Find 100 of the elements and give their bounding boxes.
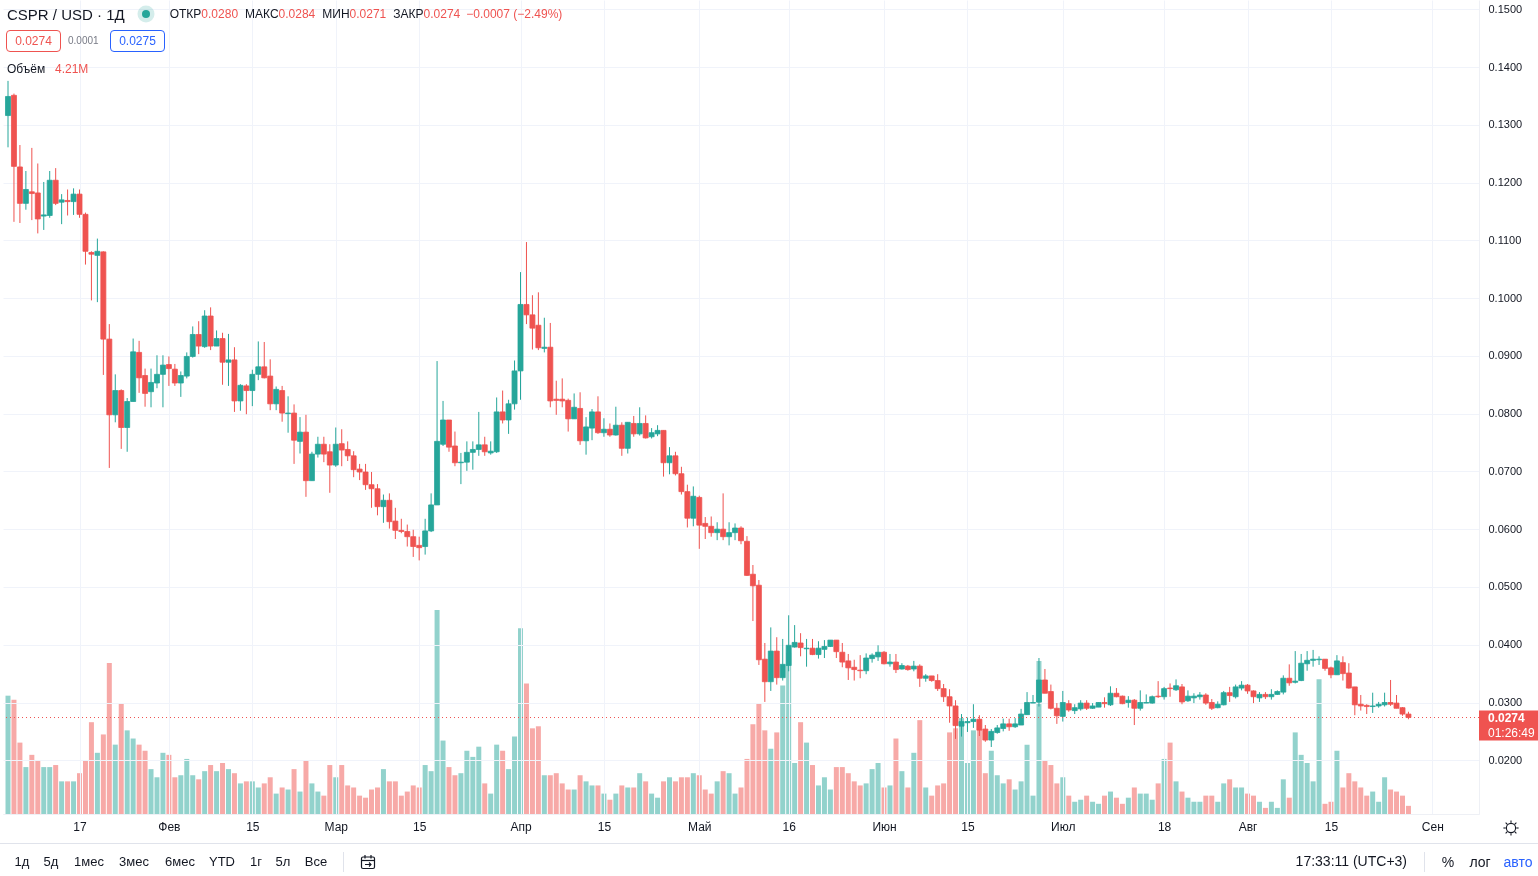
- bar: [1167, 742, 1173, 814]
- bar: [1262, 807, 1268, 814]
- candlestick: [285, 395, 291, 434]
- annotation: 0.0284: [278, 7, 316, 21]
- candlestick: [5, 80, 11, 148]
- bar: [887, 785, 893, 814]
- candlestick: [1059, 690, 1066, 723]
- annotation: −0.0007 (−2.49%): [466, 7, 563, 21]
- text: YTD: [207, 852, 237, 872]
- y-tick-label: 0.0600: [1488, 522, 1523, 535]
- candlestick: [332, 427, 339, 468]
- bar: [607, 799, 613, 814]
- bar: [1066, 795, 1072, 814]
- bar: [59, 781, 65, 814]
- y-tick-label: 0.0400: [1488, 638, 1523, 651]
- bar: [911, 752, 917, 814]
- candlestick: [70, 187, 77, 216]
- x-tick-label: 15: [413, 819, 427, 834]
- candlestick: [1167, 682, 1173, 698]
- bar: [1334, 750, 1340, 814]
- bar: [1256, 801, 1262, 814]
- bar: [631, 787, 637, 814]
- candlestick: [64, 188, 71, 216]
- candlestick: [797, 632, 804, 657]
- annotation: ЗАКР: [393, 7, 424, 21]
- text: 1мес: [72, 852, 106, 872]
- candlestick: [720, 492, 727, 541]
- bar: [1131, 787, 1137, 814]
- x-tick-label: Сен: [1421, 819, 1444, 834]
- bar: [810, 765, 816, 814]
- bar: [1227, 779, 1233, 814]
- candlestick: [273, 385, 280, 411]
- candlestick: [481, 436, 488, 457]
- annotation: 0.0280: [201, 7, 239, 21]
- bar: [1102, 795, 1108, 814]
- bar: [1107, 791, 1113, 814]
- text: лог: [1467, 852, 1493, 872]
- y-tick-label: 0.1300: [1488, 118, 1523, 131]
- bar: [768, 748, 774, 814]
- y-tick-label: 0.1100: [1488, 233, 1522, 246]
- bar: [226, 769, 231, 814]
- candlestick: [618, 421, 625, 457]
- text: 17:33:11 (UTC+3): [1295, 853, 1407, 869]
- y-tick-label: 0.0800: [1488, 407, 1523, 420]
- bar: [118, 703, 124, 814]
- bar: [220, 763, 226, 814]
- x-tick-label: 15: [1324, 819, 1339, 834]
- x-tick-label: Июн: [872, 819, 897, 834]
- candlestick: [1179, 683, 1185, 705]
- text: 1д: [12, 852, 32, 872]
- bar: [571, 789, 577, 814]
- bar: [208, 765, 214, 814]
- annotation: 0.0271: [349, 7, 387, 21]
- bar: [661, 781, 667, 814]
- bar: [619, 785, 625, 814]
- candlestick: [1286, 663, 1293, 687]
- bar: [1286, 797, 1292, 814]
- bar: [613, 793, 619, 814]
- bar: [1179, 791, 1185, 814]
- y-tick-label: 0.0200: [1488, 753, 1523, 766]
- x-tick-label: 18: [1157, 819, 1172, 834]
- bar: [666, 777, 672, 814]
- text: 5л: [273, 852, 293, 872]
- candlestick: [237, 383, 244, 412]
- bar: [500, 750, 506, 814]
- bar: [214, 771, 220, 814]
- candlestick: [171, 363, 178, 387]
- text: 3мес: [117, 852, 151, 872]
- candlestick: [58, 193, 65, 225]
- candlestick: [499, 390, 506, 424]
- bar: [899, 771, 905, 814]
- candlestick: [606, 422, 613, 438]
- text: Все: [302, 852, 330, 872]
- x-tick-label: Июл: [1051, 819, 1076, 834]
- ref-line-label: 0.0274: [1488, 710, 1526, 725]
- y-tick-label: 0.1500: [1488, 2, 1523, 15]
- bar: [917, 720, 923, 814]
- bar: [690, 773, 696, 814]
- x-tick-label: Май: [688, 819, 712, 834]
- x-tick-label: Апр: [510, 819, 532, 834]
- candlestick: [22, 170, 29, 211]
- text: 1г: [248, 852, 264, 872]
- bar: [285, 789, 291, 814]
- y-tick-label: 0.1400: [1488, 60, 1523, 73]
- bar: [94, 752, 100, 814]
- annotation: ОТКР: [169, 7, 202, 21]
- candlestick: [1173, 678, 1179, 692]
- bar: [1173, 781, 1179, 814]
- annotation: МАКС: [245, 7, 279, 21]
- x-tick-label: Мар: [324, 819, 349, 834]
- x-tick-label: 15: [961, 819, 975, 834]
- x-tick-label: 17: [73, 819, 88, 834]
- text: 5д: [41, 852, 61, 872]
- candlestick: [630, 415, 637, 438]
- candlestick: [243, 383, 250, 415]
- candlestick: [571, 392, 578, 420]
- candlestick: [1107, 685, 1114, 707]
- candlestick: [279, 385, 286, 423]
- candlestick: [690, 485, 697, 527]
- bar: [1084, 795, 1090, 814]
